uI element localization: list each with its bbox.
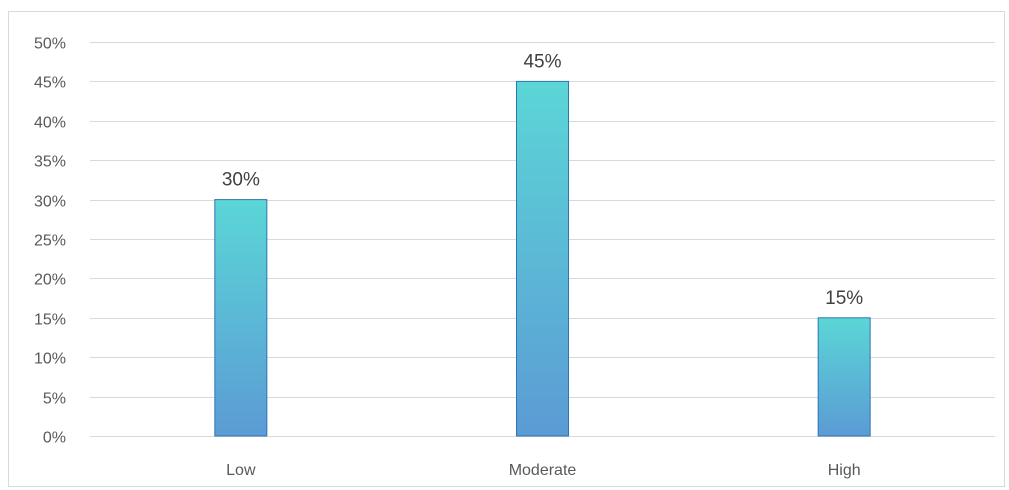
y-tick-label: 20% (34, 272, 66, 289)
bar-low (214, 199, 268, 437)
data-label-low: 30% (222, 170, 260, 191)
x-tick-label-moderate: Moderate (509, 462, 577, 479)
y-tick-label: 0% (43, 430, 66, 447)
y-tick-label: 35% (34, 154, 66, 171)
bar-moderate (516, 80, 569, 437)
x-tick-label-high: High (828, 462, 861, 479)
x-tick-label-low: Low (226, 462, 256, 479)
bars (214, 80, 871, 437)
bar-high (817, 317, 871, 437)
y-tick-label: 40% (34, 115, 66, 132)
y-tick-label: 25% (34, 233, 66, 250)
data-label-high: 15% (825, 288, 863, 309)
y-tick-label: 10% (34, 351, 66, 368)
y-tick-label: 5% (43, 391, 66, 408)
data-labels: 30% 45% 15% (222, 51, 863, 308)
y-tick-label: 30% (34, 194, 66, 211)
y-tick-label: 15% (34, 312, 66, 329)
y-tick-label: 50% (34, 36, 66, 53)
y-tick-label: 45% (34, 75, 66, 92)
y-axis-tick-labels: 0% 5% 10% 15% 20% 25% 30% 35% 40% 45% 50% (34, 36, 66, 447)
data-label-moderate: 45% (523, 51, 561, 72)
x-axis-tick-labels: Low Moderate High (226, 462, 860, 479)
